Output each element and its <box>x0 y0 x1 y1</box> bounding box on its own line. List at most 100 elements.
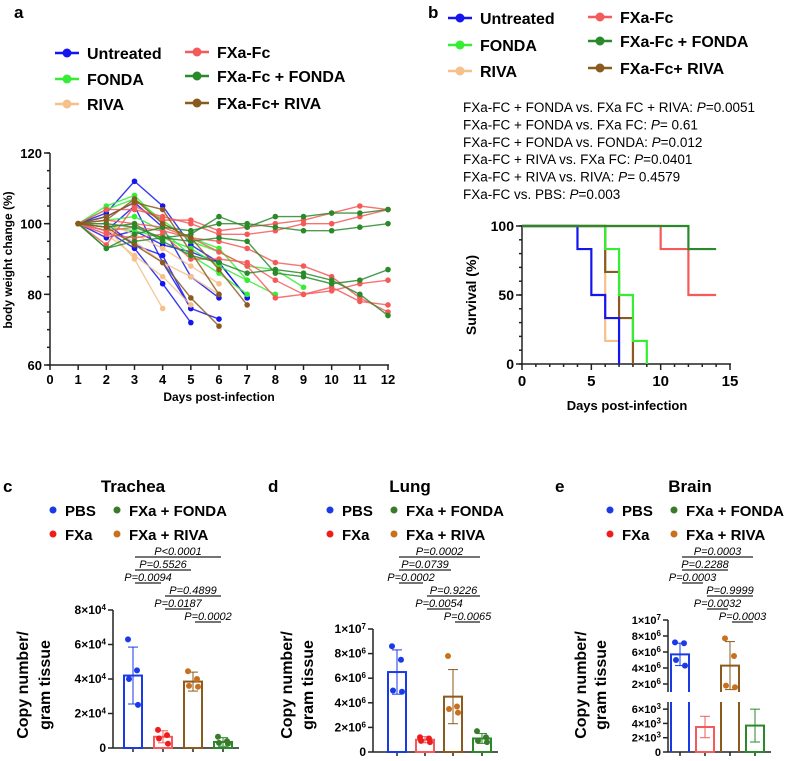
y-tick-label-d: 6×106 <box>335 671 367 685</box>
tick-mantissa: 2×10 <box>75 707 102 721</box>
panel-label-c: c <box>3 477 12 496</box>
legend-label-e: FXa + RIVA <box>686 527 765 544</box>
weight-point-fxa_fonda <box>244 238 250 245</box>
weight-point-fxa_fonda <box>300 213 307 220</box>
p-value-label-c: P=0.4899 <box>169 585 216 597</box>
tick-mantissa: 6×10 <box>632 704 657 716</box>
weight-point-fxa <box>244 263 250 269</box>
panel-label-a: a <box>14 3 24 22</box>
tick-exponent: 6 <box>362 647 367 656</box>
data-point-c <box>195 683 201 690</box>
tick-exponent: 3 <box>657 702 662 711</box>
legend-label-c: FXa + RIVA <box>129 527 208 544</box>
weight-point-fxa_fonda <box>385 220 391 227</box>
weight-point-fxa_fonda <box>357 291 363 298</box>
y-tick-label-d: 1×107 <box>335 622 367 636</box>
tick-mantissa: 0 <box>359 745 366 759</box>
pvalue-annotation-b: FXa-FC + RIVA vs. FXa FC: P=0.0401 <box>463 152 692 167</box>
y-tick-label-c: 6×104 <box>75 638 107 652</box>
annotation-val: =0.0051 <box>706 100 755 115</box>
y-axis-title-a: body weight change (%) <box>1 191 15 328</box>
legend-a-fxa_riva-marker <box>192 98 202 108</box>
p-value-label-e: P=0.9999 <box>706 585 753 597</box>
y-axis-title-c: Copy number/ <box>15 631 32 739</box>
p-value-label-d: P=0.9226 <box>430 585 478 597</box>
y-tick-label-c: 2×104 <box>75 707 107 721</box>
y-tick-label-e: 6×103 <box>632 702 662 716</box>
data-point-c <box>165 740 171 747</box>
legend-a-fxa-label: FXa-Fc <box>217 45 270 62</box>
annotation-text: FXa-FC vs. PBS: <box>463 187 570 202</box>
tick-mantissa: 4×10 <box>632 663 657 675</box>
panel-label-d: d <box>268 477 278 496</box>
p-value-label-e: P=0.0003 <box>694 546 742 558</box>
annotation-text: FXa-FC + RIVA vs. RIVA: <box>463 170 618 185</box>
annotation-val: = 0.61 <box>660 117 698 132</box>
weight-point-riva <box>188 302 194 308</box>
annotation-p: P <box>634 152 643 167</box>
data-point-c <box>126 676 132 682</box>
tick-exponent: 6 <box>362 696 367 705</box>
panel-label-b: b <box>428 3 438 22</box>
tick-exponent: 6 <box>362 671 367 680</box>
y-axis-title-e: gram tissue <box>593 640 610 730</box>
tick-exponent: 6 <box>657 629 662 638</box>
data-point-e <box>732 684 738 691</box>
y-tick-label-e: 2×103 <box>632 731 662 745</box>
tick-exponent: 3 <box>657 716 662 725</box>
pvalue-annotation-b: FXa-FC + FONDA vs. FXa FC + RIVA: P=0.00… <box>463 100 755 115</box>
y-tick-label-d: 0 <box>359 745 366 759</box>
p-value-label-e: P=0.0003 <box>669 572 717 584</box>
x-tick-label-a: 0 <box>46 372 53 387</box>
weight-point-fxa_riva <box>216 266 222 273</box>
legend-dot-d <box>390 530 398 538</box>
x-tick-label-a: 10 <box>324 372 338 387</box>
tick-exponent: 4 <box>102 707 107 716</box>
data-point-c <box>135 701 141 708</box>
annotation-val: = 0.4579 <box>627 170 680 185</box>
weight-line-fxa <box>77 205 389 246</box>
legend-b-fxa_fonda-label: FXa-Fc + FONDA <box>620 34 749 51</box>
weight-point-fxa <box>385 277 391 284</box>
tick-exponent: 7 <box>362 622 367 631</box>
pvalue-annotation-b: FXa-FC vs. PBS: P=0.003 <box>463 187 620 202</box>
tick-mantissa: 6×10 <box>75 638 102 652</box>
p-value-label-d: P=0.0054 <box>415 598 462 610</box>
weight-line-fxa_fonda <box>77 222 389 250</box>
data-point-d <box>455 709 461 716</box>
legend-dot-d <box>326 530 334 538</box>
data-point-e <box>731 653 737 659</box>
data-point-c <box>134 667 140 674</box>
data-point-e <box>682 662 688 669</box>
legend-label-d: FXa + FONDA <box>406 503 504 520</box>
data-point-c <box>155 726 161 733</box>
annotation-val: =0.012 <box>661 135 703 150</box>
p-value-label-c: P<0.0001 <box>154 546 201 558</box>
tick-exponent: 6 <box>657 645 662 654</box>
chart-title-e: Brain <box>668 477 711 496</box>
y-tick-label-c: 8×104 <box>75 603 107 617</box>
p-value-label-d: P=0.0065 <box>444 611 492 623</box>
weight-line-fonda <box>78 222 276 295</box>
data-point-c <box>125 636 131 643</box>
annotation-text: FXa-FC + RIVA vs. FXa FC: <box>463 152 634 167</box>
p-value-label-c: P=0.0094 <box>124 572 171 584</box>
weight-point-fxa <box>188 220 194 227</box>
data-point-d <box>427 739 433 746</box>
legend-a-riva-marker <box>62 99 72 109</box>
chart-title-c: Trachea <box>101 477 166 496</box>
legend-label-d: FXa <box>342 527 370 544</box>
data-point-e <box>673 657 679 663</box>
weight-point-untreated <box>131 178 138 185</box>
weight-point-fxa <box>272 259 279 266</box>
data-point-e <box>681 640 687 647</box>
legend-b-fonda-label: FONDA <box>480 38 537 55</box>
weight-point-untreated <box>159 252 166 259</box>
tick-mantissa: 0 <box>655 747 661 759</box>
weight-point-fxa <box>357 203 363 209</box>
x-tick-label-a: 6 <box>215 372 222 387</box>
data-point-d <box>484 739 490 746</box>
legend-dot-e <box>606 530 614 538</box>
x-tick-label-a: 7 <box>244 372 251 387</box>
weight-point-fonda <box>244 277 250 284</box>
